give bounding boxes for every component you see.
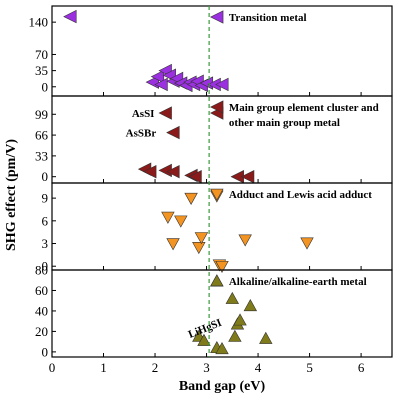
legend-marker [209,100,224,114]
data-point [225,291,240,304]
y-tick-label: 0 [42,344,49,359]
y-axis-title: SHG effect (pm/V) [4,139,19,251]
y-tick-label: 20 [35,324,48,339]
data-point [215,260,229,274]
data-point [166,164,180,179]
x-tick-label: 0 [49,360,56,375]
y-tick-label: 0 [42,259,49,274]
data-point [240,170,255,184]
panel-2: 0 33 66 99 AsSI AsSBr Main group element clust… [35,95,393,184]
data-point [259,331,273,344]
y-tick-label: 70 [35,47,48,62]
data-point [161,211,175,224]
data-point [228,329,242,342]
y-tick-label: 80 [35,263,48,278]
y-tick-label: 9 [42,191,49,206]
y-tick-label: 33 [35,148,48,163]
data-point [300,237,314,250]
panel-frame [51,269,393,358]
data-point [166,125,180,140]
legend-label: Alkaline/alkaline-earth metal [229,276,367,288]
data-point [215,341,229,355]
legend-label: Main group element cluster and other main… [229,102,379,129]
data-point [150,69,165,84]
data-point [188,170,202,184]
data-point [215,77,229,92]
data-point [145,75,159,89]
y-tick-label: 0 [42,169,49,184]
x-axis: 0 1 2 3 4 5 6 [49,360,365,375]
y-tick-label: 40 [35,303,48,318]
y-tick-label: 66 [35,128,49,143]
data-point [174,215,188,228]
y-tick-label: 60 [35,283,48,298]
data-point [63,9,77,24]
y-tick-label: 0 [42,79,49,94]
point-annotation: AsSBr [126,128,157,140]
x-tick-label: 3 [203,360,210,375]
x-axis-title: Band gap (eV) [179,379,266,394]
data-point [238,234,252,247]
data-point [154,77,168,92]
data-point [166,238,180,251]
data-point [197,333,211,346]
data-point [158,106,172,120]
data-point [192,242,206,255]
data-point [194,232,209,245]
y-tick-label: 99 [35,107,48,122]
data-point [233,313,247,326]
data-point [143,164,157,179]
x-tick-label: 5 [306,360,313,375]
x-tick-label: 6 [358,360,365,375]
y-tick-label: 140 [29,15,49,30]
legend-label: Adduct and Lewis acid adduct [229,189,372,201]
legend-label: Transition metal [229,12,307,24]
y-tick-label: 3 [42,236,49,251]
x-tick-label: 1 [100,360,107,375]
x-tick-label: 4 [255,360,262,375]
x-tick-label: 2 [152,360,159,375]
legend-marker [210,274,224,287]
legend-marker [210,188,224,201]
data-point [243,299,258,312]
y-tick-label: 6 [42,213,49,228]
y-tick-label: 35 [35,63,48,78]
point-annotation: AsSI [132,108,155,120]
legend-marker [209,10,224,24]
panel-3: 0 3 6 9 Adduct and Lewis acid adduct [42,182,393,274]
data-point [184,192,198,205]
